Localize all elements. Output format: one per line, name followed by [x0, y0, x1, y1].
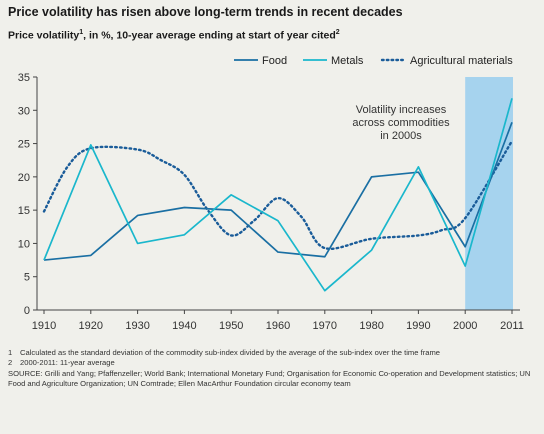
footnote-2-text: 2000-2011: 11-year average [20, 357, 115, 367]
source-note: SOURCE: Grilli and Yang; Pfaffenzeller; … [8, 369, 531, 388]
x-tick-label: 1950 [219, 320, 243, 332]
y-tick-label: 15 [18, 205, 30, 217]
footnotes: 1 Calculated as the standard deviation o… [8, 348, 536, 388]
y-tick-label: 20 [18, 172, 30, 184]
food-series-line [43, 121, 513, 261]
legend-agricultural-materials-label: Agricultural materials [410, 55, 513, 67]
chart-title: Price volatility has risen above long-te… [8, 5, 403, 19]
footnote-2: 2 2000-2011: 11-year average [8, 358, 536, 368]
subtitle-prefix: Price volatility [8, 29, 80, 42]
metals-series-line [43, 98, 513, 292]
subtitle-text: , in %, 10-year average ending at start … [83, 29, 336, 42]
price-volatility-chart: 0 5 10 15 20 25 30 35 1910 1920 1930 1940 1950 1960 19… [18, 55, 524, 332]
x-tick-label: 1980 [359, 320, 383, 332]
x-tick-label: 1910 [32, 320, 56, 332]
x-tick-label: 1940 [172, 320, 196, 332]
y-tick-label: 5 [24, 272, 30, 284]
agricultural-materials-series-line [42, 139, 514, 251]
y-tick-label: 25 [18, 139, 30, 151]
x-tick-label: 2011 [500, 320, 524, 332]
legend-food: Food [234, 55, 287, 67]
legend-metals-label: Metals [331, 55, 364, 67]
footnote-1: 1 Calculated as the standard deviation o… [8, 348, 536, 358]
highlight-band-2000s [465, 77, 513, 310]
footnote-2-number: 2 [8, 357, 13, 367]
x-tick-label: 2000 [453, 320, 477, 332]
y-tick-label: 10 [18, 238, 30, 250]
subtitle-footnote-mark-2: 2 [335, 29, 340, 36]
legend-food-label: Food [262, 55, 287, 67]
annotation-line: in 2000s [380, 130, 422, 142]
annotation-line: across commodities [352, 117, 450, 129]
y-tick-label: 0 [24, 305, 30, 317]
footnote-1-text: Calculated as the standard deviation of … [20, 348, 441, 357]
chart-subtitle: Price volatility1, in %, 10-year average… [8, 29, 340, 42]
x-tick-label: 1970 [313, 320, 337, 332]
annotation-line: Volatility increases [356, 104, 447, 116]
legend-metals: Metals [303, 55, 364, 67]
x-tick-label: 1920 [79, 320, 103, 332]
x-tick-label: 1930 [125, 320, 149, 332]
x-tick-label: 1990 [406, 320, 430, 332]
x-tick-label: 1960 [266, 320, 290, 332]
legend-agricultural-materials: Agricultural materials [380, 55, 513, 67]
y-tick-label: 35 [18, 72, 30, 84]
y-tick-label: 30 [18, 105, 30, 117]
footnote-1-number: 1 [8, 348, 13, 357]
subtitle-footnote-mark-1: 1 [79, 29, 84, 36]
